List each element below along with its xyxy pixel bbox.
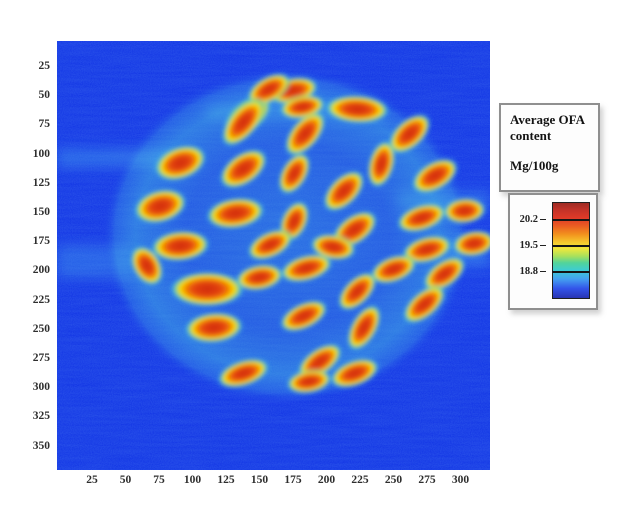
legend-title-line2: content xyxy=(510,128,552,143)
seed-blob xyxy=(235,264,284,291)
seed-blob xyxy=(169,271,245,307)
y-tick-label: 150 xyxy=(32,206,50,218)
x-tick-label: 100 xyxy=(183,474,202,486)
seed-blob xyxy=(423,256,466,292)
seed-blob xyxy=(247,73,291,106)
seed-blob xyxy=(310,233,356,261)
x-tick-label: 275 xyxy=(418,474,436,486)
y-tick-label: 225 xyxy=(32,293,50,306)
seed-blob xyxy=(278,152,311,195)
seed-blob xyxy=(279,94,325,120)
x-tick-label: 50 xyxy=(119,474,132,486)
x-tick-label: 225 xyxy=(351,474,369,486)
y-tick-label: 200 xyxy=(32,264,50,277)
x-tick-label: 75 xyxy=(153,474,165,486)
x-tick-label: 250 xyxy=(384,474,403,486)
seed-blob xyxy=(217,358,270,388)
colorbar-tick-label: 18.8 xyxy=(520,266,546,278)
x-tick-label: 300 xyxy=(451,474,470,486)
y-tick-label: 275 xyxy=(32,352,50,364)
seed-blob xyxy=(402,235,452,264)
seed-blob xyxy=(247,229,293,261)
y-tick-label: 100 xyxy=(32,147,50,160)
seed-blobs xyxy=(130,73,490,394)
seed-blob xyxy=(443,197,486,224)
y-tick-label: 350 xyxy=(32,439,50,452)
x-tick-label: 125 xyxy=(217,474,235,486)
colorbar-gradient xyxy=(552,202,590,299)
x-tick-label: 175 xyxy=(284,474,302,486)
seed-blob xyxy=(411,158,459,194)
legend-title-line1: Average OFA xyxy=(510,112,585,127)
seed-blob xyxy=(284,111,326,157)
y-tick-label: 125 xyxy=(32,176,50,189)
colorbar-tick-dash xyxy=(540,270,546,273)
colorbar-tick-line xyxy=(552,218,590,221)
seed-blob xyxy=(403,285,446,324)
seed-blob xyxy=(397,203,447,233)
colorbar-box: 20.2 19.5 18.8 xyxy=(508,193,598,310)
heatmap-plot xyxy=(57,41,490,470)
colorbar-title-box: Average OFA content Mg/100g xyxy=(499,103,600,192)
seed-blob xyxy=(150,230,210,262)
seed-blob xyxy=(206,197,265,229)
seed-blob xyxy=(221,97,266,147)
seed-blob xyxy=(286,369,332,394)
y-tick-label: 50 xyxy=(38,89,51,102)
seed-blob xyxy=(338,272,377,311)
x-tick-label: 25 xyxy=(86,474,98,486)
y-tick-label: 25 xyxy=(38,60,51,72)
x-tick-label: 200 xyxy=(317,474,336,486)
colorbar-tick-dash xyxy=(540,218,546,221)
seed-blob xyxy=(370,254,417,284)
seed-blob xyxy=(323,170,365,212)
colorbar-tick-line xyxy=(552,245,590,248)
seed-blob xyxy=(219,149,268,189)
colorbar-tick-line xyxy=(552,270,590,273)
y-tick-label: 75 xyxy=(38,118,51,131)
legend-unit: Mg/100g xyxy=(510,158,559,173)
colorbar-tick-label: 19.5 xyxy=(520,240,546,252)
seed-blob xyxy=(184,312,244,343)
colorbar-tick-dash xyxy=(540,244,546,247)
seed-blob xyxy=(130,245,164,286)
seed-blob xyxy=(154,144,207,181)
seed-blob xyxy=(134,188,187,224)
seed-blob xyxy=(388,113,431,154)
seed-blob xyxy=(452,230,490,257)
seed-blob xyxy=(367,140,396,188)
y-tick-label: 300 xyxy=(32,381,50,394)
colorbar-tick-label: 20.2 xyxy=(520,214,546,226)
y-tick-label: 250 xyxy=(32,322,50,335)
seed-blob xyxy=(279,300,328,332)
y-tick-label: 325 xyxy=(32,410,50,423)
seed-blob xyxy=(330,358,379,389)
seed-blob xyxy=(280,253,333,283)
x-tick-label: 150 xyxy=(250,474,269,486)
seed-blob xyxy=(347,304,381,351)
y-tick-label: 175 xyxy=(32,235,50,248)
seed-blob xyxy=(325,95,390,124)
